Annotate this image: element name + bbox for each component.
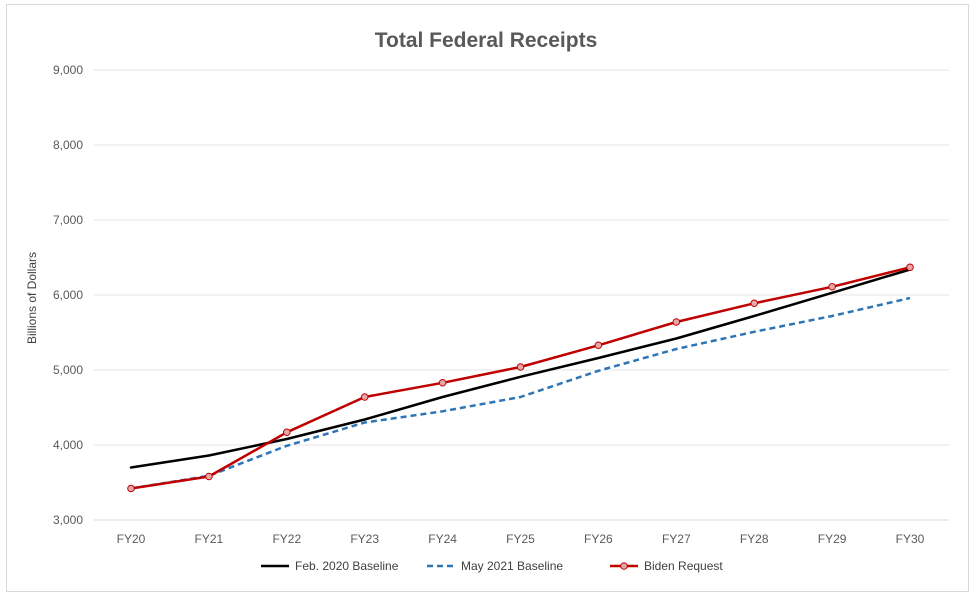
data-point xyxy=(828,282,836,291)
legend-label: May 2021 Baseline xyxy=(461,559,563,573)
chart-title: Total Federal Receipts xyxy=(375,29,598,52)
series-lines xyxy=(127,263,914,493)
y-tick-label: 7,000 xyxy=(53,213,83,227)
legend-label: Biden Request xyxy=(644,559,723,573)
x-tick-label: FY22 xyxy=(272,532,301,546)
x-tick-label: FY25 xyxy=(506,532,535,546)
x-tick-label: FY27 xyxy=(662,532,691,546)
line-chart: Total Federal Receipts 3,000 4,000 5,000 6,… xyxy=(25,29,949,573)
gridlines xyxy=(94,69,949,446)
series-line xyxy=(129,268,912,469)
y-tick-label: 5,000 xyxy=(53,363,83,377)
legend-item: Feb. 2020 Baseline xyxy=(261,559,399,573)
x-tick-label: FY20 xyxy=(117,532,146,546)
data-point xyxy=(205,472,213,481)
data-point xyxy=(750,299,759,308)
y-tick-label: 4,000 xyxy=(53,438,83,452)
x-tick-label: FY30 xyxy=(896,532,925,546)
y-axis-title: Billions of Dollars xyxy=(25,252,39,344)
y-tick-label: 6,000 xyxy=(53,288,83,302)
data-point xyxy=(906,263,914,272)
data-point xyxy=(127,484,135,493)
x-tick-label: FY21 xyxy=(195,532,224,546)
chart-frame: Total Federal Receipts 3,000 4,000 5,000 6,… xyxy=(6,4,969,592)
y-tick-label: 9,000 xyxy=(53,63,83,77)
data-point xyxy=(360,393,369,401)
data-point xyxy=(438,378,447,387)
data-point xyxy=(516,363,525,371)
legend-item: May 2021 Baseline xyxy=(427,559,563,573)
x-tick-label: FY26 xyxy=(584,532,613,546)
y-axis: 3,000 4,000 5,000 6,000 7,000 8,000 9,000 xyxy=(53,63,83,527)
x-tick-label: FY29 xyxy=(818,532,847,546)
x-axis: FY20 FY21 FY22 FY23 FY24 FY25 FY26 FY27 FY28 FY29… xyxy=(94,519,949,546)
legend-label: Feb. 2020 Baseline xyxy=(295,559,399,573)
series-line xyxy=(130,296,911,490)
x-tick-label: FY24 xyxy=(428,532,457,546)
data-point xyxy=(672,318,681,326)
legend-item: Biden Request xyxy=(610,559,723,573)
data-point xyxy=(594,341,603,350)
y-tick-label: 3,000 xyxy=(53,513,83,527)
data-point xyxy=(283,428,291,437)
y-tick-label: 8,000 xyxy=(53,138,83,152)
legend: Feb. 2020 Baseline May 2021 Baseline Biden… xyxy=(261,559,723,573)
x-tick-label: FY28 xyxy=(740,532,769,546)
legend-marker xyxy=(620,562,628,570)
x-tick-label: FY23 xyxy=(350,532,379,546)
